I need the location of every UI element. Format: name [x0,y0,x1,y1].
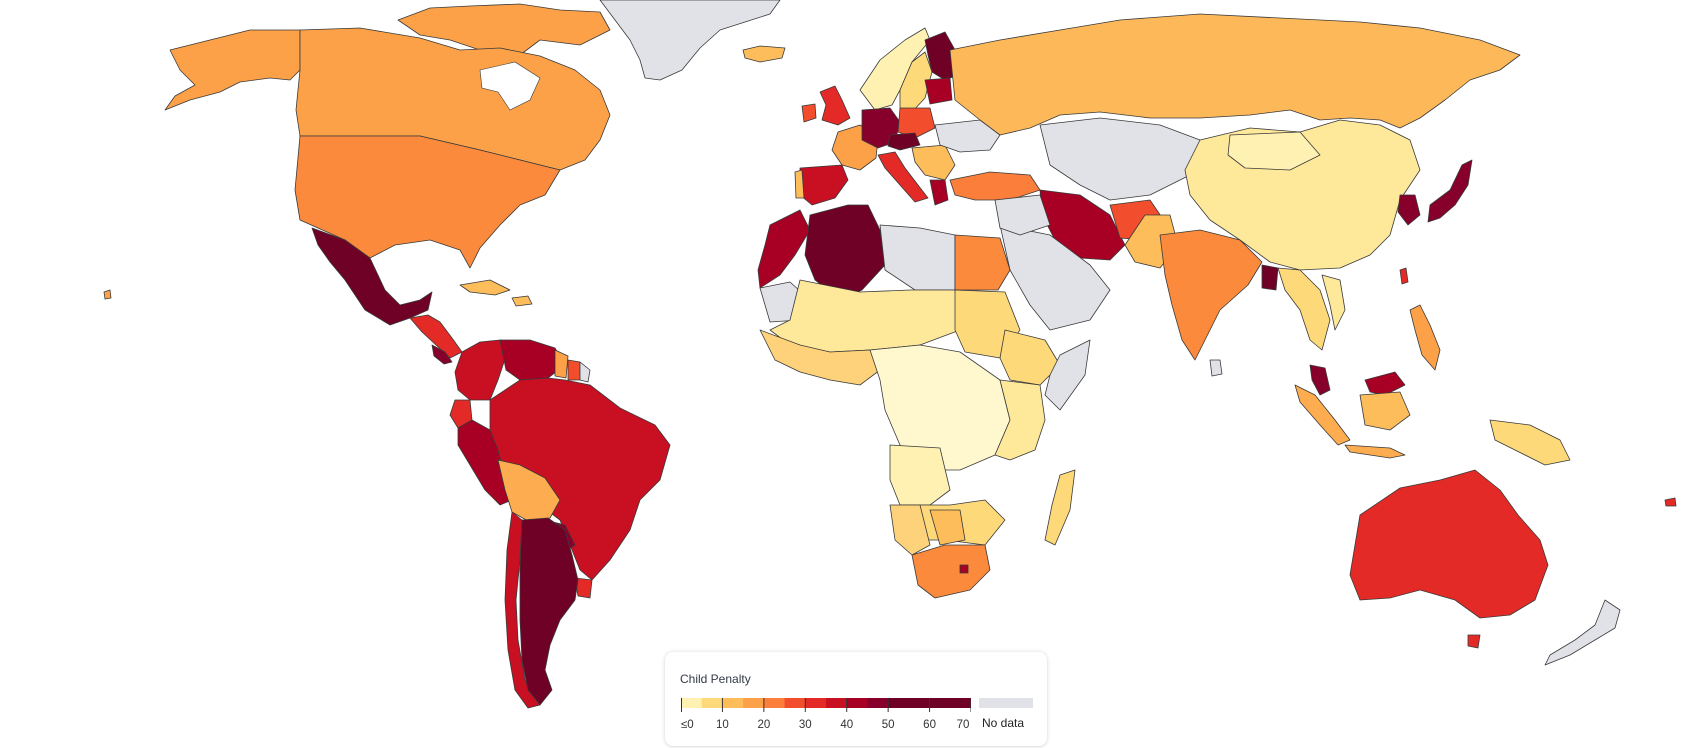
country-tasmania[interactable] [1467,634,1481,649]
country-libya[interactable] [879,224,956,291]
country-fiji[interactable] [1664,497,1677,507]
legend-bin [763,698,786,708]
country-malaysia[interactable] [1309,364,1331,396]
country-italy[interactable] [877,151,929,203]
country-turkey[interactable] [949,171,1041,201]
country-united-kingdom[interactable] [819,85,851,126]
country-united-states[interactable] [294,135,561,269]
country-borneo-malaysia[interactable] [1364,371,1406,396]
country-south-africa[interactable] [911,544,991,599]
country-hawaii[interactable] [103,289,112,300]
no-data-label: No data [982,716,1025,730]
country-vietnam[interactable] [1321,274,1346,331]
country-argentina[interactable] [519,517,579,706]
legend-bin [784,698,806,708]
country-indonesia-borneo[interactable] [1359,391,1411,431]
country-somalia[interactable] [1044,339,1091,411]
legend-tick-label: 30 [799,719,812,731]
legend-bin [867,698,889,708]
legend-tick-label: 40 [840,719,853,731]
legend-no-data: No data [979,698,1033,738]
country-mongolia[interactable] [1227,131,1321,171]
country-norway[interactable] [859,27,931,111]
hudson-bay [479,61,541,111]
country-east-africa[interactable] [994,379,1046,461]
country-australia[interactable] [1349,469,1549,619]
country-iceland[interactable] [742,45,786,63]
country-central-africa[interactable] [869,344,1011,471]
country-colombia[interactable] [454,339,507,401]
country-spain[interactable] [799,164,849,206]
country-saudi-arabia[interactable] [999,224,1111,331]
country-cuba[interactable] [459,279,511,296]
country-iraq-syria[interactable] [994,194,1051,236]
country-baltics[interactable] [924,77,953,105]
country-portugal[interactable] [794,169,805,199]
legend-bin [846,698,868,708]
legend-bin [701,698,723,708]
legend-bin [826,698,848,708]
legend-title: Child Penalty [680,672,751,686]
legend-color-scale: ≤0 10 20 30 40 50 60 70 [681,698,971,731]
country-ireland[interactable] [801,103,817,123]
country-sumatra[interactable] [1294,384,1351,446]
country-alaska[interactable] [164,29,301,111]
legend-tick-label: ≤0 [681,719,694,731]
legend-tick-label: 70 [957,719,970,731]
legend-bin [681,698,703,708]
country-poland[interactable] [897,107,936,139]
legend-tick-label: 20 [757,719,770,731]
country-russia[interactable] [949,13,1521,136]
country-bangladesh[interactable] [1261,264,1279,291]
country-hispaniola[interactable] [511,295,533,307]
country-czechia[interactable] [887,132,921,151]
country-sri-lanka[interactable] [1209,359,1223,377]
country-west-africa-coast[interactable] [759,329,881,386]
country-angola[interactable] [889,444,951,506]
legend-tick-label: 60 [923,719,936,731]
country-new-guinea[interactable] [1489,419,1571,466]
country-costa-rica[interactable] [431,344,453,365]
country-taiwan[interactable] [1399,267,1409,285]
country-french-guiana[interactable] [579,361,591,383]
country-central-asia[interactable] [1039,117,1201,201]
legend-tick-label: 10 [716,719,729,731]
country-canada-islands[interactable] [397,3,611,56]
country-korea[interactable] [1397,194,1421,226]
legend-bin [743,698,765,708]
country-algeria[interactable] [804,204,886,301]
country-philippines[interactable] [1409,304,1441,371]
legend-bin [722,698,744,708]
country-egypt[interactable] [954,234,1011,291]
country-sahel[interactable] [769,279,961,353]
country-suriname[interactable] [567,359,581,381]
country-mexico[interactable] [311,227,433,326]
country-india[interactable] [1159,229,1263,361]
country-finland[interactable] [924,31,959,81]
legend-bin [888,698,931,708]
legend-tick-label: 50 [882,719,895,731]
map-legend: Child Penalty ≤0 10 20 30 40 50 60 70 No data [665,652,1047,746]
country-myanmar-thailand[interactable] [1277,267,1331,351]
country-greenland[interactable] [599,0,781,81]
country-lesotho[interactable] [959,564,969,574]
country-new-zealand[interactable] [1544,599,1621,666]
country-balkans[interactable] [911,144,956,181]
country-java[interactable] [1344,444,1406,459]
legend-bin [805,698,827,708]
country-namibia[interactable] [889,504,931,556]
country-uruguay[interactable] [574,577,593,599]
country-japan[interactable] [1427,159,1473,223]
country-morocco[interactable] [757,209,811,289]
country-greece[interactable] [929,179,949,206]
legend-bin [929,698,971,708]
country-guyana[interactable] [554,349,569,379]
no-data-swatch [979,698,1033,708]
country-bolivia[interactable] [497,459,561,523]
country-madagascar[interactable] [1044,469,1076,546]
country-botswana[interactable] [929,509,966,546]
